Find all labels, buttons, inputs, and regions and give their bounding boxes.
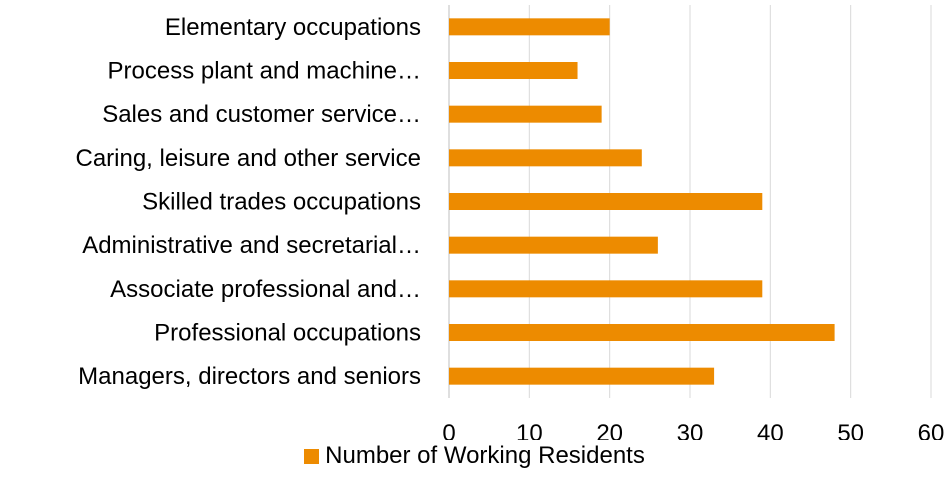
category-label: Professional occupations: [154, 320, 421, 347]
bar: [449, 280, 763, 298]
category-label: Skilled trades occupations: [142, 189, 421, 216]
category-label: Elementary occupations: [165, 14, 421, 41]
x-tick-label: 30: [677, 420, 704, 440]
bar: [449, 62, 578, 79]
category-label: Sales and customer service…: [102, 101, 421, 128]
category-label: Managers, directors and seniors: [78, 363, 421, 390]
bar: [449, 367, 715, 385]
x-tick-label: 10: [516, 420, 543, 440]
bar: [449, 105, 602, 123]
bars: [449, 18, 835, 385]
bar: [449, 324, 835, 341]
x-tick-label: 40: [757, 420, 784, 440]
x-tick-label: 0: [442, 420, 455, 440]
category-label: Administrative and secretarial…: [82, 232, 421, 259]
bar: [449, 18, 610, 36]
category-label: Process plant and machine…: [108, 58, 422, 85]
x-tick-label: 20: [596, 420, 623, 440]
legend: Number of Working Residents: [0, 442, 949, 470]
category-labels: Managers, directors and seniors Professio…: [75, 14, 421, 390]
category-label: Associate professional and…: [110, 276, 421, 303]
bar: [449, 149, 642, 167]
legend-swatch: [304, 448, 320, 464]
bar: [449, 236, 658, 254]
legend-label: Number of Working Residents: [325, 442, 645, 469]
category-label: Caring, leisure and other service: [75, 145, 421, 172]
bar-chart: Managers, directors and seniors Professio…: [75, 5, 944, 440]
x-tick-label: 60: [918, 420, 945, 440]
x-axis-tick-labels: 0 10 20 30 40 50 60: [442, 420, 944, 440]
x-tick-label: 50: [837, 420, 864, 440]
bar: [449, 193, 763, 210]
